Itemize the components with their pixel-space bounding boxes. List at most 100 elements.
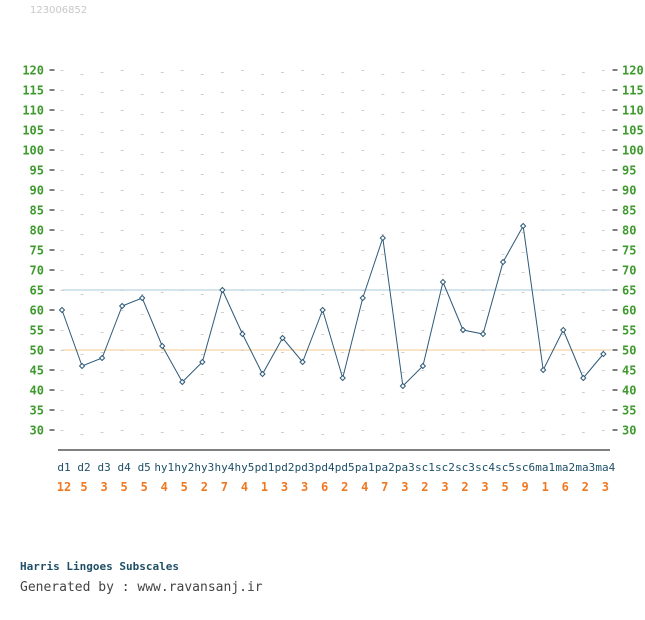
y-tick-label-left: 35 bbox=[30, 404, 44, 418]
y-tick-label-right: 85 bbox=[622, 204, 636, 218]
data-point-hy4 bbox=[219, 286, 226, 294]
x-category-label: d1 bbox=[57, 461, 70, 474]
y-tick-label-right: 45 bbox=[622, 364, 636, 378]
x-category-label: sc3 bbox=[455, 461, 475, 474]
y-tick-label-left: 75 bbox=[30, 244, 44, 258]
x-raw-score: 7 bbox=[221, 480, 228, 494]
x-category-label: pd5 bbox=[335, 461, 355, 474]
y-tick-label-right: 55 bbox=[622, 324, 636, 338]
y-tick-label-right: 70 bbox=[622, 264, 636, 278]
y-tick-label-left: 40 bbox=[30, 384, 44, 398]
x-raw-score: 3 bbox=[441, 480, 448, 494]
x-category-label: hy3 bbox=[194, 461, 214, 474]
x-category-label: sc1 bbox=[415, 461, 435, 474]
y-axis-left: 30 35 40 45 50 55 60 65 70 75 80 85 90 95 100 105 110 115… bbox=[22, 64, 55, 438]
x-category-label: ma2 bbox=[555, 461, 575, 474]
y-tick-label-left: 85 bbox=[30, 204, 44, 218]
y-tick-label-left: 100 bbox=[22, 144, 44, 158]
x-raw-score: 4 bbox=[361, 480, 368, 494]
x-raw-score: 3 bbox=[401, 480, 408, 494]
x-raw-score: 2 bbox=[461, 480, 468, 494]
y-tick-label-right: 95 bbox=[622, 164, 636, 178]
y-tick-label-right: 75 bbox=[622, 244, 636, 258]
y-axis-right: 30 35 40 45 50 55 60 65 70 75 80 85 90 95 100 105 110 115… bbox=[612, 64, 644, 438]
y-tick-label-right: 65 bbox=[622, 284, 636, 298]
data-point-d5 bbox=[138, 294, 146, 302]
data-point-hy1 bbox=[159, 342, 166, 350]
data-point-d3 bbox=[98, 354, 106, 362]
x-raw-score: 5 bbox=[80, 480, 87, 494]
y-tick-label-right: 110 bbox=[622, 104, 644, 118]
y-tick-label-left: 115 bbox=[22, 84, 44, 98]
x-category-label: hy4 bbox=[214, 461, 234, 474]
x-category-label: sc5 bbox=[495, 461, 515, 474]
x-category-label: pa2 bbox=[375, 461, 395, 474]
y-tick-label-left: 55 bbox=[30, 324, 44, 338]
x-raw-score: 5 bbox=[121, 480, 128, 494]
data-point-hy3 bbox=[199, 358, 206, 366]
y-tick-label-left: 80 bbox=[30, 224, 44, 238]
y-tick-label-right: 100 bbox=[622, 144, 644, 158]
y-tick-label-left: 90 bbox=[30, 184, 44, 198]
data-point-pd2 bbox=[279, 334, 286, 342]
data-point-pa2 bbox=[379, 234, 387, 242]
x-raw-score: 3 bbox=[100, 480, 107, 494]
x-raw-score: 2 bbox=[201, 480, 208, 494]
y-tick-label-left: 70 bbox=[30, 264, 44, 278]
data-point-pd3 bbox=[299, 358, 306, 366]
data-point-sc3 bbox=[459, 326, 467, 334]
x-raw-score: 3 bbox=[481, 480, 488, 494]
data-point-sc5 bbox=[499, 258, 507, 266]
x-raw-score: 6 bbox=[321, 480, 328, 494]
report-id: 123006852 bbox=[30, 5, 88, 16]
y-tick-label-left: 110 bbox=[22, 104, 44, 118]
data-point-pa3 bbox=[399, 382, 407, 390]
x-category-label: sc2 bbox=[435, 461, 455, 474]
data-point-pd5 bbox=[339, 374, 346, 382]
data-point-ma4 bbox=[600, 350, 607, 358]
x-category-label: hy5 bbox=[235, 461, 255, 474]
x-category-label: sc4 bbox=[475, 461, 495, 474]
x-raw-score: 5 bbox=[141, 480, 148, 494]
data-point-hy2 bbox=[179, 378, 186, 386]
y-tick-label-left: 120 bbox=[22, 64, 44, 78]
x-category-label: d3 bbox=[97, 461, 110, 474]
series-polyline bbox=[61, 224, 604, 388]
data-point-pd1 bbox=[259, 370, 266, 378]
generated-by: Generated by : www.ravansanj.ir bbox=[20, 580, 263, 595]
data-point-hy5 bbox=[239, 330, 246, 338]
x-category-label: ma4 bbox=[595, 461, 615, 474]
y-tick-label-left: 45 bbox=[30, 364, 44, 378]
x-raw-score: 3 bbox=[281, 480, 288, 494]
data-point-pa1 bbox=[359, 294, 366, 302]
y-tick-label-right: 60 bbox=[622, 304, 636, 318]
line-chart: 3035404550556065707580859095100105110115… bbox=[22, 64, 644, 495]
x-category-label: d2 bbox=[77, 461, 90, 474]
x-raw-score: 9 bbox=[522, 480, 529, 494]
x-category-label: pa3 bbox=[395, 461, 415, 474]
y-tick-label-left: 65 bbox=[30, 284, 44, 298]
y-tick-label-right: 50 bbox=[622, 344, 636, 358]
series-line bbox=[58, 222, 607, 390]
x-category-label: pa1 bbox=[355, 461, 375, 474]
x-raw-score: 3 bbox=[301, 480, 308, 494]
x-raw-score: 2 bbox=[421, 480, 428, 494]
x-category-label: pd1 bbox=[255, 461, 275, 474]
data-point-sc2 bbox=[439, 278, 447, 286]
x-raw-score: 5 bbox=[501, 480, 508, 494]
data-point-pd4 bbox=[319, 306, 326, 314]
x-raw-score: 3 bbox=[602, 480, 609, 494]
chart-title: Harris Lingoes Subscales bbox=[20, 560, 179, 573]
data-point-d4 bbox=[118, 302, 126, 310]
x-raw-score: 7 bbox=[381, 480, 388, 494]
y-tick-label-left: 50 bbox=[30, 344, 44, 358]
data-point-d1 bbox=[58, 306, 66, 314]
data-point-sc4 bbox=[479, 330, 487, 338]
data-point-ma3 bbox=[580, 374, 587, 382]
x-category-label: pd3 bbox=[295, 461, 315, 474]
x-raw-score: 12 bbox=[57, 480, 71, 494]
data-point-d2 bbox=[78, 362, 86, 370]
y-tick-label-right: 105 bbox=[622, 124, 644, 138]
x-raw-score: 2 bbox=[341, 480, 348, 494]
y-tick-label-right: 30 bbox=[622, 424, 636, 438]
